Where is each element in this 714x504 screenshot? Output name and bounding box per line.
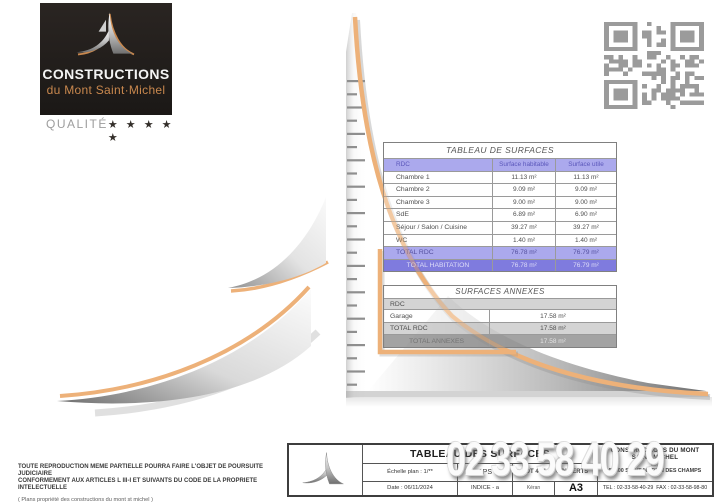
- surfaces-table-header: RDC Surface habitable Surface utile: [384, 158, 616, 171]
- title-block-logo-icon: [302, 452, 343, 485]
- company-city: 50300 SAINT MARTIN DES CHAMPS: [608, 468, 702, 474]
- col-header-utile: Surface utile: [555, 159, 616, 171]
- table-row: Chambre 3 9.00 m² 9.00 m²: [384, 195, 616, 209]
- legal-line: TOUTE REPRODUCTION MEME PARTIELLE POURRA…: [18, 464, 263, 477]
- brand-subtitle: du Mont Saint·Michel: [46, 83, 166, 97]
- indice-label: INDICE - a: [457, 481, 512, 495]
- company-name: CONSTRUCTIONS DU MONT: [610, 447, 700, 454]
- logo-mark-icon: [76, 12, 135, 56]
- sheet-title: TABLEAU DES SURFACES: [362, 445, 597, 464]
- quality-label: QUALITÉ: [46, 117, 108, 131]
- company-name: SAINT MICHEL: [631, 454, 679, 461]
- ruler-ticks: [347, 80, 365, 386]
- total-habitation-row: TOTAL HABITATION 76.78 m² 76.79 m²: [384, 258, 616, 272]
- company-address: Luc: [650, 462, 660, 468]
- legal-notice: TOUTE REPRODUCTION MEME PARTIELLE POURRA…: [18, 464, 298, 503]
- scale-label: Échelle plan : 1/**: [362, 464, 457, 481]
- annexes-group-row: RDC: [384, 298, 616, 309]
- brand-name: CONSTRUCTIONS: [42, 66, 170, 82]
- table-row: Chambre 1 11.13 m² 11.13 m²: [384, 170, 616, 184]
- table-row: Chambre 2 9.09 m² 9.09 m²: [384, 183, 616, 196]
- company-info: CONSTRUCTIONS DU MONT SAINT MICHEL Luc 5…: [597, 445, 712, 481]
- table-row: Garage 17.58 m²: [384, 309, 616, 322]
- author-label: Kéran: [512, 481, 554, 495]
- company-logo: CONSTRUCTIONS du Mont Saint·Michel: [40, 3, 172, 115]
- annexes-table: SURFACES ANNEXES RDC Garage 17.58 m² TOT…: [383, 285, 617, 348]
- company-phone: TEL : 02-33-58-40-29 FAX : 02-33-58-98-8…: [597, 481, 712, 495]
- table-row: SdE 6.89 m² 6.90 m²: [384, 208, 616, 221]
- swoosh-graphic: [57, 197, 329, 417]
- date-label: Date : 06/11/2024: [362, 481, 457, 495]
- col-header-habitable: Surface habitable: [492, 159, 555, 171]
- quality-rating: QUALITÉ ★ ★ ★ ★ ★: [46, 117, 174, 144]
- legal-line: ( Plans propriété des constructions du m…: [18, 497, 153, 503]
- lot-label: LOT 4 - Les COLVERTS: [512, 464, 597, 481]
- title-block: TABLEAU DES SURFACES Échelle plan : 1/**…: [287, 443, 714, 497]
- annexes-total-rdc-row: TOTAL RDC 17.58 m²: [384, 322, 616, 334]
- annexes-table-title: SURFACES ANNEXES: [384, 286, 616, 298]
- star-rating-icons: ★ ★ ★ ★ ★: [107, 119, 174, 144]
- total-annexes-row: TOTAL ANNEXES 17.58 m²: [384, 334, 616, 347]
- qr-code: [604, 22, 704, 109]
- title-block-logo: [289, 445, 362, 495]
- table-row: WC 1.40 m² 1.40 m²: [384, 233, 616, 247]
- surfaces-table-title: TABLEAU DE SURFACES: [384, 143, 616, 158]
- col-header-rdc: RDC: [396, 161, 410, 168]
- table-row: Séjour / Salon / Cuisine 39.27 m² 39.27 …: [384, 220, 616, 234]
- format-label: A3: [554, 481, 597, 495]
- legal-line: CONFORMEMENT AUX ARTICLES L III-I ET SUI…: [18, 478, 258, 491]
- surfaces-table: TABLEAU DE SURFACES RDC Surface habitabl…: [383, 142, 617, 273]
- phone-watermark: 02 33 58 40 29: [446, 432, 665, 485]
- phase-label: APS: [457, 464, 512, 481]
- total-rdc-row: TOTAL RDC 76.78 m² 76.79 m²: [384, 246, 616, 259]
